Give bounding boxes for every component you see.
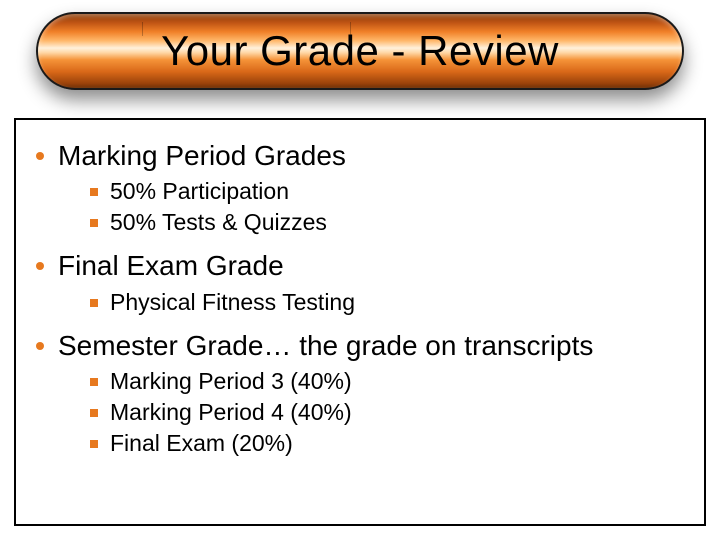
sub-square-icon — [90, 440, 98, 448]
bullet-row: Marking Period Grades — [36, 138, 684, 174]
bullet-dot-icon — [36, 152, 44, 160]
sub-square-icon — [90, 299, 98, 307]
sub-row: Final Exam (20%) — [90, 428, 684, 459]
bullet-row: Final Exam Grade — [36, 248, 684, 284]
sub-text: 50% Tests & Quizzes — [110, 207, 327, 238]
sub-square-icon — [90, 409, 98, 417]
content-box: Marking Period Grades 50% Participation … — [14, 118, 706, 526]
title-bar: Your Grade - Review — [36, 12, 684, 90]
sub-row: Marking Period 3 (40%) — [90, 366, 684, 397]
sub-row: Physical Fitness Testing — [90, 287, 684, 318]
sub-text: Marking Period 3 (40%) — [110, 366, 352, 397]
sub-list: 50% Participation 50% Tests & Quizzes — [90, 176, 684, 238]
sub-row: Marking Period 4 (40%) — [90, 397, 684, 428]
sub-square-icon — [90, 219, 98, 227]
bullet-text: Semester Grade… the grade on transcripts — [58, 328, 593, 364]
sub-text: 50% Participation — [110, 176, 289, 207]
sub-text: Marking Period 4 (40%) — [110, 397, 352, 428]
bullet-dot-icon — [36, 262, 44, 270]
sub-text: Physical Fitness Testing — [110, 287, 355, 318]
sub-list: Physical Fitness Testing — [90, 287, 684, 318]
sub-list: Marking Period 3 (40%) Marking Period 4 … — [90, 366, 684, 459]
sub-square-icon — [90, 378, 98, 386]
sub-text: Final Exam (20%) — [110, 428, 293, 459]
sub-row: 50% Participation — [90, 176, 684, 207]
bullet-text: Final Exam Grade — [58, 248, 284, 284]
sub-row: 50% Tests & Quizzes — [90, 207, 684, 238]
slide-title: Your Grade - Review — [161, 27, 559, 75]
bullet-dot-icon — [36, 342, 44, 350]
bullet-text: Marking Period Grades — [58, 138, 346, 174]
bullet-row: Semester Grade… the grade on transcripts — [36, 328, 684, 364]
sub-square-icon — [90, 188, 98, 196]
